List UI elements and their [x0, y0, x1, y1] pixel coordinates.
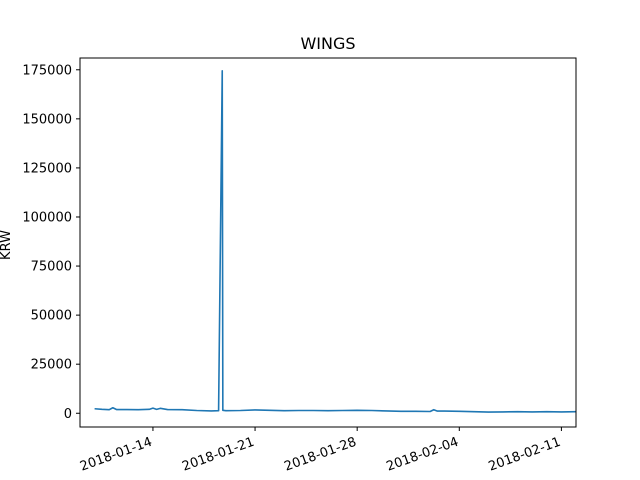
y-tick-label: 150000	[22, 112, 72, 127]
plot-area	[94, 69, 577, 413]
y-axis-label: KRW	[0, 230, 14, 260]
plot-frame	[79, 57, 577, 428]
chart-title: WINGS	[300, 34, 355, 53]
y-tick-label: 175000	[22, 63, 72, 78]
y-tick-label: 100000	[22, 210, 72, 225]
y-tick-label: 0	[64, 407, 72, 422]
series-line-0	[94, 69, 577, 413]
y-tick-label: 25000	[31, 358, 72, 373]
y-tick-label: 75000	[31, 260, 72, 275]
y-tick-label: 50000	[31, 309, 72, 324]
y-tick-label: 125000	[22, 161, 72, 176]
